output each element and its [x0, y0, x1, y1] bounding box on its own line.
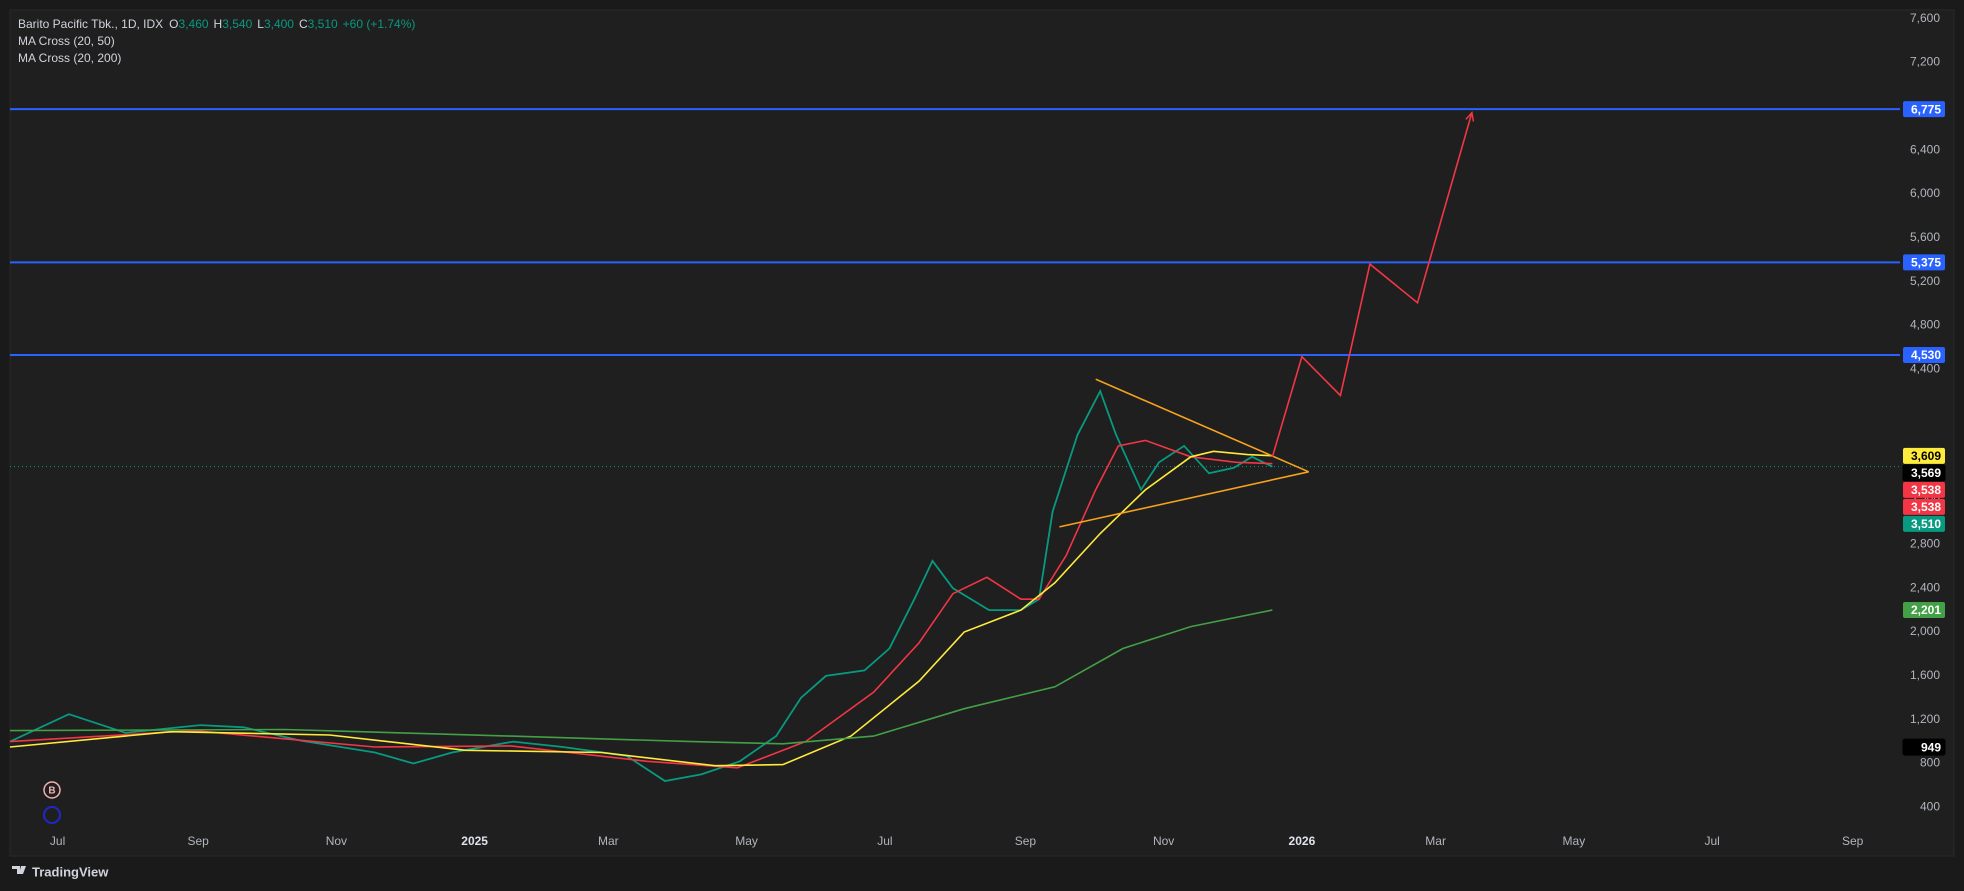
price-tag [1903, 254, 1945, 271]
price-tag [1902, 738, 1946, 756]
marker-label[interactable]: B [48, 786, 55, 797]
series-line [9, 609, 1273, 745]
series-line [9, 439, 1273, 769]
ohlc: O3,460 H3,540 L3,400 C3,510 +60 (+1.74%) [169, 17, 415, 31]
y-tick-label: 400 [1920, 799, 1940, 813]
x-tick-label: Jul [877, 834, 892, 848]
x-tick-label: Sep [187, 834, 209, 848]
price-tag [1902, 464, 1946, 482]
y-tick-label: 2,800 [1910, 537, 1940, 551]
ohlc-value: 3,400 [264, 17, 294, 31]
y-tick-label: 5,200 [1910, 274, 1940, 288]
price-tag-label: 3,510 [1911, 517, 1941, 531]
price-change: +60 (+1.74%) [343, 17, 416, 31]
ohlc-value: 3,510 [308, 17, 338, 31]
x-tick-label: Sep [1842, 834, 1864, 848]
logo [12, 866, 26, 874]
x-tick-label: Mar [1425, 834, 1446, 848]
series-line [9, 450, 1273, 767]
price-tag [1903, 101, 1945, 118]
series-line [1059, 471, 1309, 528]
footer-brand: TradingView [32, 864, 109, 879]
arrow-head [1465, 110, 1475, 122]
x-tick-label: May [735, 834, 758, 848]
price-tag-label: 2,201 [1911, 603, 1941, 617]
price-tag [1903, 481, 1945, 498]
x-tick-label: Mar [598, 834, 619, 848]
price-tag-label: 5,375 [1911, 256, 1941, 270]
y-tick-label: 6,400 [1910, 142, 1940, 156]
y-tick-label: 800 [1920, 756, 1940, 770]
price-tag-label: 6,775 [1911, 102, 1941, 116]
ohlc-value: 3,540 [222, 17, 252, 31]
y-tick-label: 1,200 [1910, 712, 1940, 726]
x-tick-label: May [1563, 834, 1586, 848]
price-tag-label: 949 [1921, 740, 1941, 754]
ohlc-key: O [169, 17, 178, 31]
price-tag-label: 4,530 [1911, 348, 1941, 362]
y-tick-label: 4,800 [1910, 318, 1940, 332]
y-tick-label: 7,600 [1910, 11, 1940, 25]
series-line [1271, 112, 1473, 458]
y-tick-label: 1,600 [1910, 668, 1940, 682]
x-tick-label: 2026 [1289, 834, 1316, 848]
price-tag-label: 3,569 [1911, 466, 1941, 480]
price-tag [1903, 447, 1945, 464]
x-tick-label: 2025 [461, 834, 488, 848]
marker-badge[interactable] [43, 806, 61, 824]
indicator-label: MA Cross (20, 200) [18, 51, 121, 65]
y-tick-label: 2,400 [1910, 580, 1940, 594]
x-tick-label: Nov [326, 834, 347, 848]
price-tag [1903, 498, 1945, 515]
ohlc-key: C [299, 17, 308, 31]
y-tick-label: 6,000 [1910, 186, 1940, 200]
y-tick-label: 4,400 [1910, 361, 1940, 375]
indicator-label: MA Cross (20, 50) [18, 34, 115, 48]
y-tick-label: 7,200 [1910, 55, 1940, 69]
x-tick-label: Nov [1153, 834, 1174, 848]
x-tick-label: Jul [50, 834, 65, 848]
y-tick-label: 5,600 [1910, 230, 1940, 244]
x-tick-label: Sep [1015, 834, 1037, 848]
x-tick-label: Jul [1704, 834, 1719, 848]
symbol-title: Barito Pacific Tbk., 1D, IDX [18, 17, 163, 31]
price-tag [1903, 602, 1945, 619]
price-tag-label: 3,538 [1911, 483, 1941, 497]
ohlc-key: L [257, 17, 264, 31]
price-tag-label: 3,538 [1911, 500, 1941, 514]
y-tick-label: 2,000 [1910, 624, 1940, 638]
series-line [9, 388, 1273, 782]
marker-badge[interactable] [43, 781, 61, 799]
ohlc-key: H [214, 17, 223, 31]
price-tag [1903, 515, 1945, 532]
chart-pane [9, 9, 1955, 857]
ohlc-value: 3,460 [179, 17, 209, 31]
price-tag-label: 3,609 [1911, 449, 1941, 463]
price-tag [1903, 346, 1945, 363]
